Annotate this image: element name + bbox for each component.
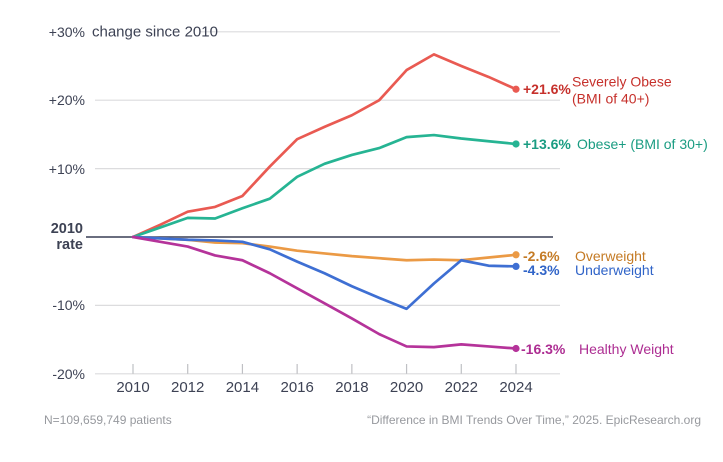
series-line-healthy-weight [131, 235, 518, 350]
series-value-overweight: -2.6% [523, 247, 560, 264]
series-value-severely-obese: +21.6% [523, 81, 571, 98]
series-value-obese-plus: +13.6% [523, 136, 571, 152]
series-endpoint-obese-plus [512, 140, 520, 148]
y-tick-label-plus10: +10% [48, 160, 85, 177]
y-zero-label-line1: 2010 [50, 221, 83, 237]
series-label-underweight: Underweight [575, 261, 654, 278]
x-tick-label-2014: 2014 [225, 379, 260, 396]
y-zero-label-2010-rate: 2010 rate [31, 221, 83, 253]
y-tick-label-plus30: +30% [48, 23, 85, 40]
x-tick-label-2016: 2016 [280, 379, 314, 396]
series-line-obese-plus [131, 133, 518, 239]
y-tick-label-plus20: +20% [48, 92, 85, 109]
x-tick-label-2010: 2010 [116, 379, 150, 396]
x-tick-label-2024: 2024 [499, 379, 533, 396]
x-tick-label-2012: 2012 [171, 379, 205, 396]
series-value-underweight: -4.3% [523, 261, 560, 278]
series-line-underweight [131, 235, 518, 311]
series-endpoint-overweight [512, 251, 520, 259]
series-label-obese-plus: Obese+ (BMI of 30+) [577, 135, 708, 152]
series-label-severely-obese-line2: (BMI of 40+) [572, 90, 650, 106]
series-label-overweight: Overweight [575, 247, 646, 264]
series-line-severely-obese [131, 53, 518, 239]
x-tick-label-2018: 2018 [335, 379, 369, 396]
series-label-severely-obese: Severely Obese (BMI of 40+) [572, 74, 672, 107]
series-label-severely-obese-line1: Severely Obese [572, 73, 672, 90]
series-endpoint-underweight [512, 262, 520, 271]
y-tick-label-minus20: -20% [52, 365, 85, 382]
series-endpoint-healthy-weight [512, 344, 520, 353]
x-tick-label-2020: 2020 [389, 379, 424, 396]
footer-source-citation: “Difference in BMI Trends Over Time,” 20… [367, 413, 701, 427]
y-tick-label-minus10: -10% [52, 297, 85, 314]
chart-title: change since 2010 [92, 23, 218, 41]
footer-sample-size: N=109,659,749 patients [44, 413, 172, 427]
x-tick-label-2022: 2022 [444, 379, 478, 396]
series-label-healthy-weight: Healthy Weight [579, 340, 674, 357]
series-endpoint-severely-obese [512, 85, 520, 93]
series-value-healthy-weight: -16.3% [521, 340, 566, 357]
y-zero-label-line2: rate [56, 237, 83, 253]
